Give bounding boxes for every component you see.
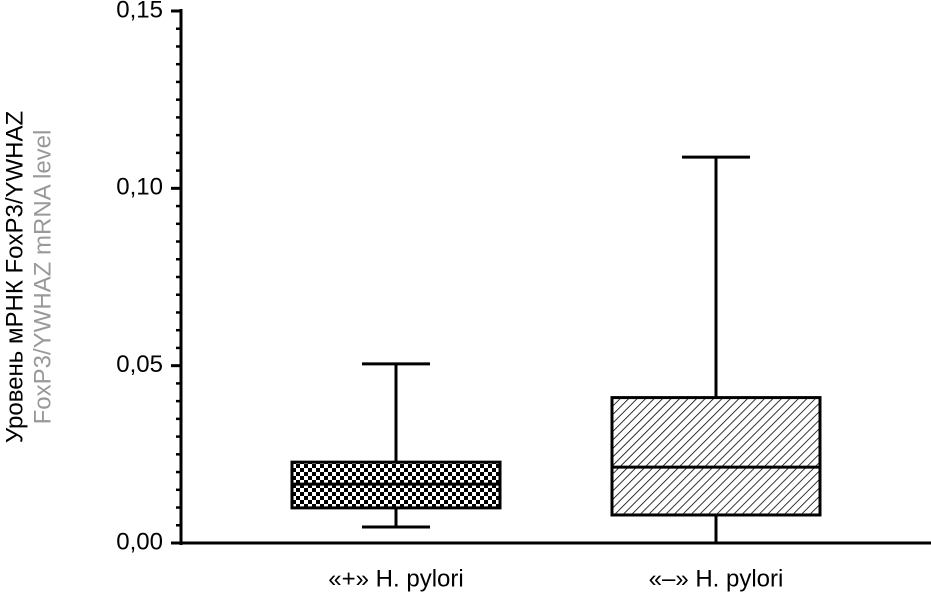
y-axis-label: Уровень мРНК FoxP3/YWHAZ <box>1 111 28 443</box>
box <box>610 396 822 517</box>
x-tick-label: «–» H. pylori <box>649 565 784 592</box>
y-tick-label: 0,05 <box>116 351 163 378</box>
y-tick-label: 0,10 <box>116 174 163 201</box>
y-tick-label: 0,00 <box>116 528 163 555</box>
x-tick-label: «+» H. pylori <box>328 565 463 592</box>
y-tick-label: 0,15 <box>116 0 163 23</box>
y-axis-label-en: FoxP3/YWHAZ mRNA level <box>29 130 56 425</box>
